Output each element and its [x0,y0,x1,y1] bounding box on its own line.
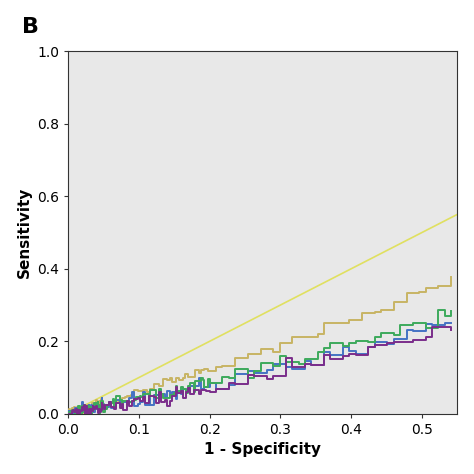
Y-axis label: Sensitivity: Sensitivity [17,187,32,278]
Text: B: B [21,17,38,37]
X-axis label: 1 - Specificity: 1 - Specificity [204,442,321,457]
